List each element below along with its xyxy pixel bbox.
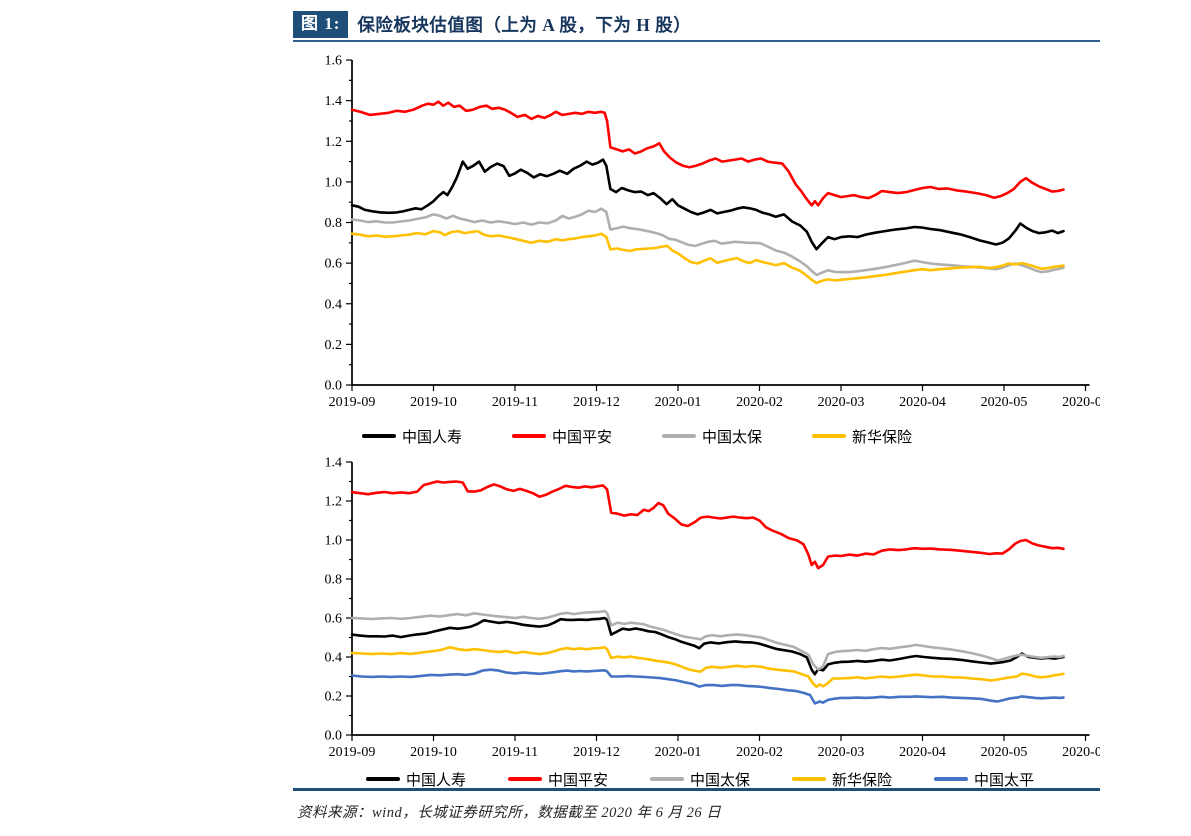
- series-line-中国人寿: [350, 616, 1065, 676]
- legend-swatch: [361, 434, 396, 438]
- svg-text:2020-03: 2020-03: [818, 395, 865, 410]
- data-source-note: 资料来源：wind，长城证券研究所，数据截至 2020 年 6 月 26 日: [297, 805, 722, 821]
- legend-item: 中国平安: [511, 426, 612, 447]
- figure-header: 图 1: 保险板块估值图（上为 A 股，下为 H 股）: [293, 9, 691, 39]
- legend-label: 中国太保: [689, 772, 750, 789]
- legend-item: 中国太平: [934, 769, 1034, 790]
- svg-text:0.6: 0.6: [325, 257, 343, 272]
- svg-text:1.4: 1.4: [325, 456, 343, 471]
- svg-text:2019-12: 2019-12: [573, 745, 620, 760]
- series-line-中国平安: [350, 100, 1065, 207]
- svg-text:2019-09: 2019-09: [329, 395, 376, 410]
- legend-item: 新华保险: [792, 769, 892, 790]
- legend-swatch: [649, 777, 684, 781]
- legend-item: 中国人寿: [365, 769, 466, 790]
- series-line-中国太保: [350, 609, 1065, 671]
- svg-text:2019-10: 2019-10: [410, 395, 457, 410]
- legend-label: 新华保险: [832, 772, 893, 789]
- svg-text:2020-01: 2020-01: [655, 745, 702, 760]
- legend-label: 中国人寿: [401, 429, 462, 446]
- legend-item: 中国平安: [507, 769, 608, 790]
- legend-item: 中国太保: [649, 769, 750, 790]
- legend-item: 中国人寿: [361, 426, 462, 447]
- legend-swatch: [812, 434, 847, 438]
- svg-text:0.0: 0.0: [325, 379, 343, 394]
- svg-text:1.2: 1.2: [325, 495, 343, 510]
- legend-swatch: [511, 434, 546, 438]
- svg-text:0.2: 0.2: [325, 690, 343, 705]
- legend-item: 中国太保: [662, 426, 762, 447]
- figure-number-badge: 图 1:: [293, 10, 349, 38]
- svg-text:2019-09: 2019-09: [329, 745, 376, 760]
- svg-text:2020-03: 2020-03: [818, 745, 865, 760]
- a-share-legend: 中国人寿 中国平安 中国太保 新华保险: [237, 426, 1037, 446]
- svg-text:0.4: 0.4: [325, 651, 343, 666]
- a_share-plot: 0.0 0.2 0.4 0.6 0.8 1.0 1.2 1.4 1.6 2019-09 2019-1…: [325, 54, 1109, 410]
- svg-text:1.4: 1.4: [325, 94, 343, 109]
- a-share-valuation-chart: 0.0 0.2 0.4 0.6 0.8 1.0 1.2 1.4 1.6 2019-09 2019-1…: [300, 50, 1109, 418]
- legend-swatch: [507, 777, 542, 781]
- series-line-中国平安: [350, 480, 1065, 570]
- legend-swatch: [662, 434, 696, 438]
- legend-swatch: [365, 777, 400, 781]
- figure-title: 保险板块估值图（上为 A 股，下为 H 股）: [357, 14, 692, 35]
- svg-text:0.4: 0.4: [325, 297, 343, 312]
- svg-text:2019-10: 2019-10: [410, 745, 457, 760]
- svg-text:0.6: 0.6: [325, 612, 343, 627]
- svg-text:1.2: 1.2: [325, 135, 343, 150]
- svg-text:2020-06: 2020-06: [1062, 745, 1100, 760]
- svg-text:2019-11: 2019-11: [492, 395, 538, 410]
- series-line-中国太平: [350, 668, 1065, 705]
- legend-swatch: [934, 777, 969, 781]
- legend-label: 新华保险: [852, 429, 913, 446]
- h_share-plot: 0.0 0.2 0.4 0.6 0.8 1.0 1.2 1.4 2019-09 2019-10 20…: [325, 456, 1109, 761]
- svg-text:0.8: 0.8: [325, 216, 343, 231]
- footer-divider-line: [293, 788, 1100, 791]
- title-divider-line: [293, 40, 1100, 42]
- series-line-中国太保: [350, 207, 1065, 277]
- svg-text:2020-05: 2020-05: [981, 745, 1028, 760]
- svg-text:2019-12: 2019-12: [573, 395, 620, 410]
- series-line-中国人寿: [350, 158, 1065, 251]
- svg-text:2020-02: 2020-02: [736, 745, 783, 760]
- svg-text:2020-06: 2020-06: [1062, 395, 1100, 410]
- legend-label: 中国平安: [551, 429, 612, 446]
- legend-label: 中国平安: [547, 772, 608, 789]
- series-line-新华保险: [350, 646, 1065, 689]
- legend-label: 中国人寿: [405, 772, 466, 789]
- svg-text:2020-02: 2020-02: [736, 395, 783, 410]
- svg-text:2020-04: 2020-04: [899, 745, 946, 760]
- svg-text:0.2: 0.2: [325, 338, 343, 353]
- svg-text:0.8: 0.8: [325, 573, 343, 588]
- svg-text:2019-11: 2019-11: [492, 745, 538, 760]
- svg-text:1.0: 1.0: [325, 534, 343, 549]
- series-line-新华保险: [350, 229, 1065, 285]
- h-share-legend: 中国人寿 中国平安 中国太保 新华保险 中国太平: [300, 769, 1100, 789]
- legend-label: 中国太平: [974, 772, 1035, 789]
- legend-label: 中国太保: [702, 429, 763, 446]
- svg-text:2020-04: 2020-04: [899, 395, 946, 410]
- svg-text:1.6: 1.6: [325, 54, 343, 69]
- svg-text:2020-01: 2020-01: [655, 395, 702, 410]
- legend-swatch: [792, 777, 826, 781]
- h-share-valuation-chart: 0.0 0.2 0.4 0.6 0.8 1.0 1.2 1.4 2019-09 2019-10 20…: [300, 453, 1109, 765]
- svg-text:0.0: 0.0: [325, 729, 343, 744]
- svg-text:2020-05: 2020-05: [981, 395, 1028, 410]
- svg-text:1.0: 1.0: [325, 175, 343, 190]
- legend-item: 新华保险: [812, 426, 912, 447]
